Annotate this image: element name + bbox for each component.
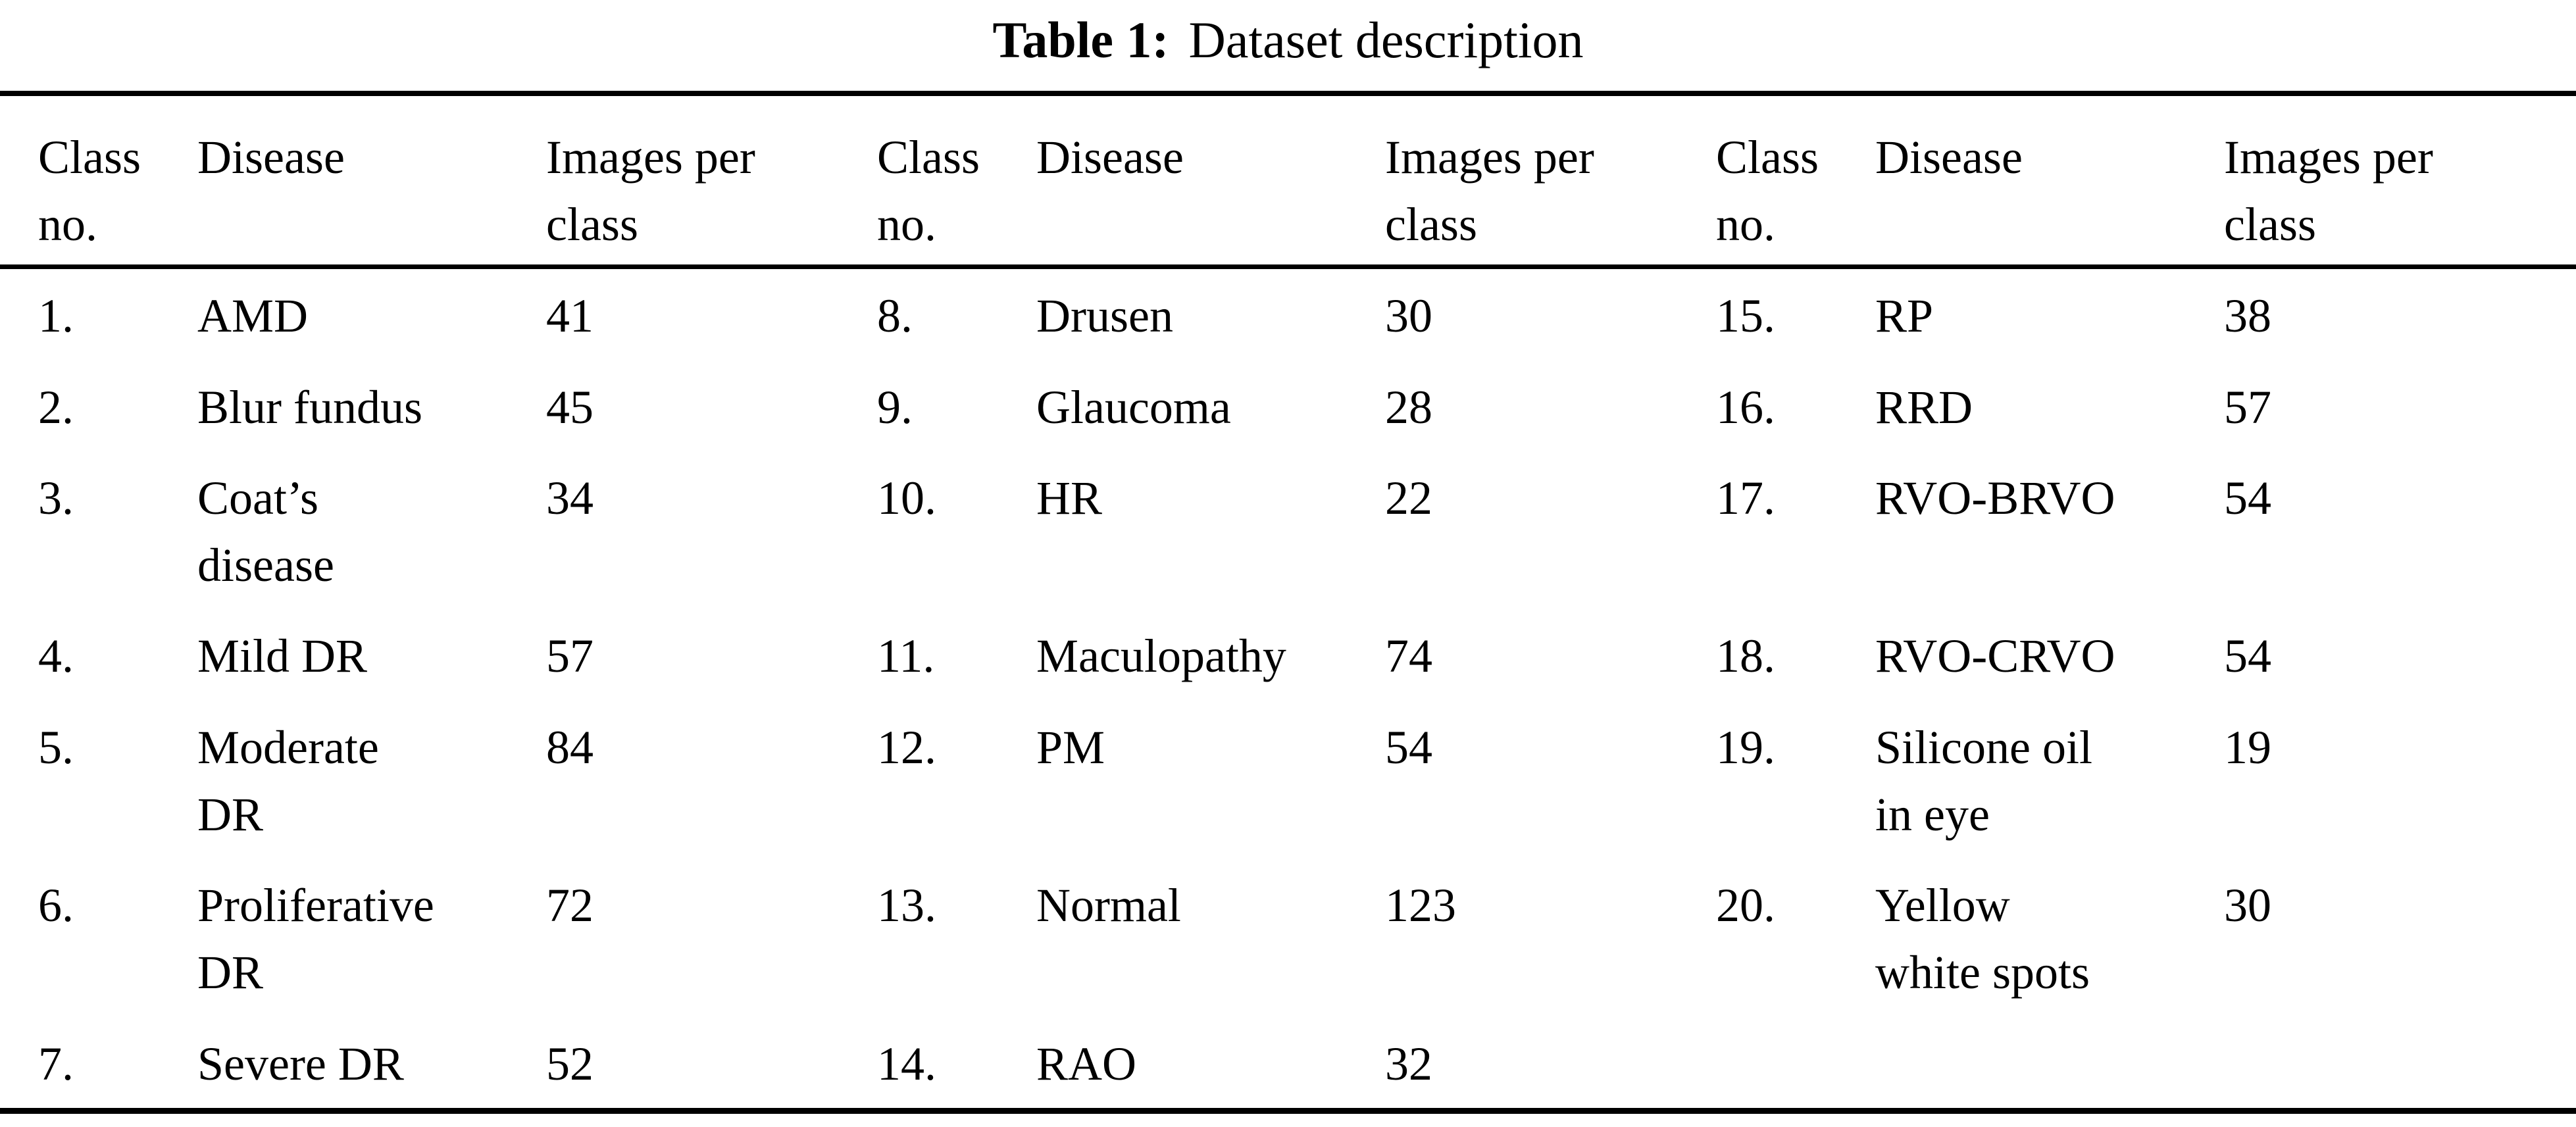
images-per-class-cell: 28 [1385, 380, 1432, 434]
disease-cell: Normal [1036, 879, 1181, 932]
class-no-cell: 7. [38, 1037, 74, 1090]
header-row: Class no. Disease Images per class Class… [0, 93, 2576, 270]
disease-cell: Blur fundus [197, 380, 422, 434]
images-per-class-cell: 34 [546, 471, 593, 524]
class-no-cell: 18. [1716, 630, 1775, 683]
table-row: 7. Severe DR 52 14. RAO 32 [0, 1017, 2576, 1111]
class-no-cell: 8. [877, 289, 913, 343]
images-per-class-cell: 41 [546, 289, 593, 343]
table-row: 2. Blur fundus 45 9. Glaucoma 28 16. RRD… [0, 361, 2576, 451]
class-no-cell: 1. [38, 289, 74, 343]
table-row: 1. AMD 41 8. Drusen 30 15. RP 38 [0, 267, 2576, 361]
disease-cell: RVO-BRVO [1875, 471, 2115, 524]
header-disease-1: Disease [197, 93, 546, 270]
header-disease-3: Disease [1875, 93, 2224, 270]
header-images-per-class-3: Images per class [2224, 93, 2576, 270]
table-caption-text: Dataset description [1188, 11, 1584, 68]
table-row: 4. Mild DR 57 11. Maculopathy 74 18. RVO… [0, 609, 2576, 700]
images-per-class-cell: 84 [546, 720, 593, 774]
disease-cell: AMD [197, 289, 309, 343]
images-per-class-cell: 74 [1385, 630, 1432, 683]
images-per-class-cell: 30 [2224, 879, 2271, 932]
disease-cell [1875, 1017, 2224, 1111]
table-caption-label: Table 1: [992, 11, 1169, 68]
images-per-class-cell: 32 [1385, 1037, 1432, 1090]
header-disease-2: Disease [1036, 93, 1385, 270]
class-no-cell: 12. [877, 720, 936, 774]
images-per-class-cell: 30 [1385, 289, 1432, 343]
dataset-table: Class no. Disease Images per class Class… [0, 91, 2576, 1114]
disease-cell: Drusen [1036, 289, 1173, 343]
table-caption: Table 1: Dataset description [0, 4, 2576, 76]
disease-cell: RVO-CRVO [1875, 630, 2115, 683]
images-per-class-cell: 38 [2224, 289, 2271, 343]
class-no-cell: 9. [877, 380, 913, 434]
header-class-no-1: Class no. [0, 93, 197, 270]
disease-cell: Coat’s disease [197, 471, 334, 592]
disease-cell: Moderate DR [197, 720, 379, 841]
class-no-cell: 3. [38, 471, 74, 524]
class-no-cell: 2. [38, 380, 74, 434]
class-no-cell: 10. [877, 471, 936, 524]
header-images-per-class-2: Images per class [1385, 93, 1678, 270]
class-no-cell: 15. [1716, 289, 1775, 343]
class-no-cell: 11. [877, 630, 935, 683]
class-no-cell [1678, 1017, 1875, 1111]
header-images-per-class-1: Images per class [546, 93, 839, 270]
images-per-class-cell: 22 [1385, 471, 1432, 524]
images-per-class-cell: 19 [2224, 720, 2271, 774]
images-per-class-cell: 123 [1385, 879, 1456, 932]
class-no-cell: 6. [38, 879, 74, 932]
table-row: 3. Coat’s disease 34 10. HR 22 17. RVO-B… [0, 451, 2576, 609]
images-per-class-cell: 54 [1385, 720, 1432, 774]
disease-cell: Glaucoma [1036, 380, 1231, 434]
class-no-cell: 5. [38, 720, 74, 774]
images-per-class-cell: 57 [2224, 380, 2271, 434]
table-row: 5. Moderate DR 84 12. PM 54 19. Silicone… [0, 701, 2576, 859]
class-no-cell: 4. [38, 630, 74, 683]
disease-cell: RRD [1875, 380, 1973, 434]
disease-cell: Silicone oil in eye [1875, 720, 2092, 841]
images-per-class-cell: 54 [2224, 471, 2271, 524]
disease-cell: HR [1036, 471, 1103, 524]
disease-cell: RP [1875, 289, 1934, 343]
class-no-cell: 13. [877, 879, 936, 932]
disease-cell: Proliferative DR [197, 879, 434, 999]
disease-cell: PM [1036, 720, 1105, 774]
disease-cell: Severe DR [197, 1037, 404, 1090]
class-no-cell: 17. [1716, 471, 1775, 524]
images-per-class-cell [2224, 1017, 2576, 1111]
disease-cell: RAO [1036, 1037, 1137, 1090]
class-no-cell: 20. [1716, 879, 1775, 932]
images-per-class-cell: 57 [546, 630, 593, 683]
images-per-class-cell: 54 [2224, 630, 2271, 683]
class-no-cell: 19. [1716, 720, 1775, 774]
disease-cell: Yellow white spots [1875, 879, 2090, 999]
class-no-cell: 16. [1716, 380, 1775, 434]
disease-cell: Maculopathy [1036, 630, 1286, 683]
images-per-class-cell: 52 [546, 1037, 593, 1090]
header-class-no-2: Class no. [839, 93, 1036, 270]
images-per-class-cell: 45 [546, 380, 593, 434]
class-no-cell: 14. [877, 1037, 936, 1090]
disease-cell: Mild DR [197, 630, 368, 683]
images-per-class-cell: 72 [546, 879, 593, 932]
header-class-no-3: Class no. [1678, 93, 1875, 270]
table-row: 6. Proliferative DR 72 13. Normal 123 20… [0, 859, 2576, 1016]
